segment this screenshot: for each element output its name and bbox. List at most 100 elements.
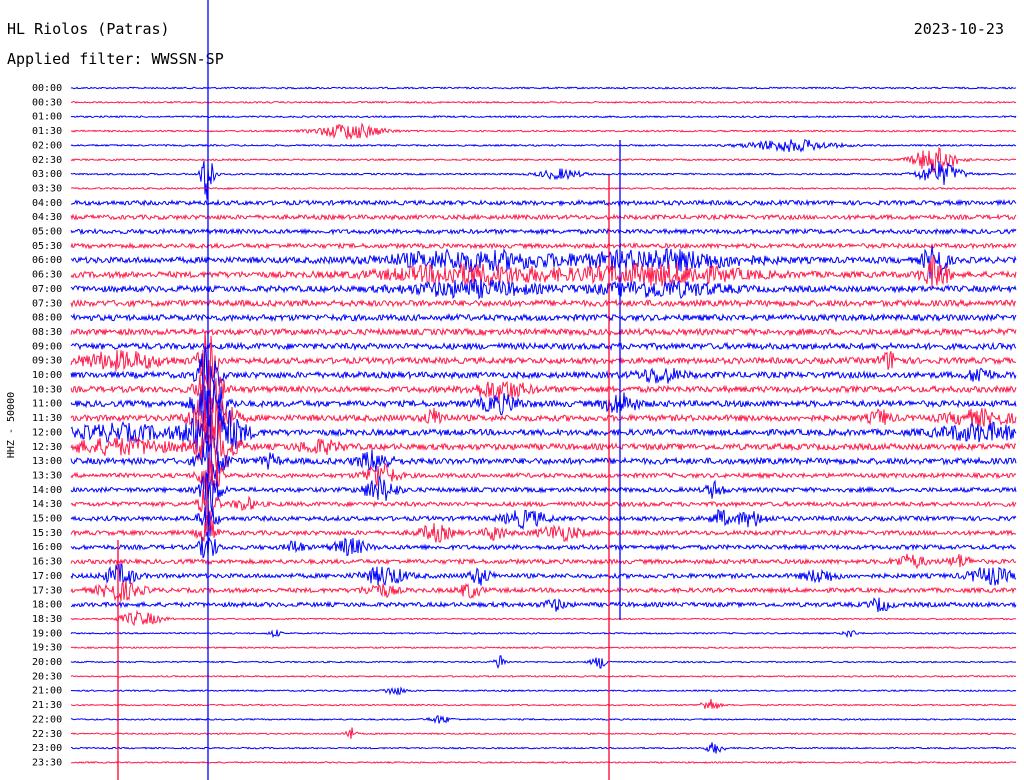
trace-line xyxy=(70,326,1017,337)
trace-line xyxy=(70,506,1017,539)
time-label: 04:00 xyxy=(32,198,62,209)
filter-label: Applied filter: WWSSN-SP xyxy=(7,50,224,68)
trace-line xyxy=(70,646,1017,650)
time-label: 03:00 xyxy=(32,169,62,180)
time-label: 20:00 xyxy=(32,657,62,668)
trace-line xyxy=(70,472,1017,513)
trace-line xyxy=(70,241,1017,250)
trace-line xyxy=(70,563,1017,586)
trace-line xyxy=(70,186,1017,191)
time-label: 22:30 xyxy=(32,729,62,740)
time-label: 10:00 xyxy=(32,370,62,381)
time-label: 11:00 xyxy=(32,399,62,410)
plot-date: 2023-10-23 xyxy=(913,20,1004,38)
trace-line xyxy=(70,440,1017,486)
time-label: 09:30 xyxy=(32,356,62,367)
time-label: 15:30 xyxy=(32,528,62,539)
time-label: 07:00 xyxy=(32,284,62,295)
time-label: 19:30 xyxy=(32,643,62,654)
trace-line xyxy=(70,138,1017,153)
time-label: 05:30 xyxy=(32,241,62,252)
trace-line xyxy=(70,674,1017,678)
trace-line xyxy=(70,727,1017,739)
time-label: 02:00 xyxy=(32,140,62,151)
trace-line xyxy=(70,146,1017,173)
time-label: 08:00 xyxy=(32,313,62,324)
trace-line xyxy=(70,213,1017,222)
trace-line xyxy=(70,580,1017,602)
time-label: 14:00 xyxy=(32,485,62,496)
time-label: 23:00 xyxy=(32,743,62,754)
trace-line xyxy=(70,597,1017,613)
trace-group xyxy=(70,86,1017,764)
time-label: 15:00 xyxy=(32,514,62,525)
time-label: 12:00 xyxy=(32,427,62,438)
trace-line xyxy=(70,160,1017,200)
time-label: 01:30 xyxy=(32,126,62,137)
trace-line xyxy=(70,246,1017,279)
channel-label: HHZ - 50000 xyxy=(6,392,17,458)
time-label: 05:00 xyxy=(32,227,62,238)
time-label: 19:00 xyxy=(32,628,62,639)
time-label: 10:30 xyxy=(32,384,62,395)
trace-line xyxy=(70,115,1017,119)
trace-line xyxy=(70,298,1017,309)
trace-line xyxy=(70,341,1017,352)
time-label: 16:00 xyxy=(32,542,62,553)
time-label: 13:30 xyxy=(32,470,62,481)
trace-line xyxy=(70,331,1017,393)
trace-line xyxy=(70,760,1017,764)
trace-line xyxy=(70,312,1017,323)
trace-line xyxy=(70,405,1017,456)
time-label: 21:30 xyxy=(32,700,62,711)
time-label: 00:00 xyxy=(32,83,62,94)
trace-line xyxy=(70,380,1017,431)
time-label: 16:30 xyxy=(32,557,62,568)
trace-line xyxy=(70,698,1017,710)
trace-line xyxy=(70,227,1017,236)
time-label: 14:30 xyxy=(32,499,62,510)
time-label: 21:00 xyxy=(32,686,62,697)
time-label: 04:30 xyxy=(32,212,62,223)
time-label: 22:00 xyxy=(32,714,62,725)
time-label: 12:30 xyxy=(32,442,62,453)
trace-line xyxy=(70,423,1017,474)
time-labels: 00:00 00:30 01:00 01:30 02:00 02:30 03:00 03:30… xyxy=(32,83,62,768)
time-label: 18:00 xyxy=(32,600,62,611)
time-label: 06:30 xyxy=(32,270,62,281)
time-label: 09:00 xyxy=(32,341,62,352)
trace-line xyxy=(70,86,1017,90)
trace-line xyxy=(70,537,1017,559)
time-label: 18:30 xyxy=(32,614,62,625)
trace-line xyxy=(70,255,1017,289)
trace-line xyxy=(70,714,1016,724)
time-label: 20:30 xyxy=(32,671,62,682)
trace-line xyxy=(70,629,1017,639)
time-label: 03:30 xyxy=(32,183,62,194)
time-label: 17:00 xyxy=(32,571,62,582)
trace-line xyxy=(70,686,1017,696)
time-label: 11:30 xyxy=(32,413,62,424)
trace-line xyxy=(70,374,1017,413)
time-label: 06:00 xyxy=(32,255,62,266)
time-label: 13:00 xyxy=(32,456,62,467)
time-label: 00:30 xyxy=(32,97,62,108)
time-label: 08:30 xyxy=(32,327,62,338)
trace-line xyxy=(70,553,1017,570)
trace-line xyxy=(70,482,1017,523)
trace-line xyxy=(70,100,1017,104)
trace-line xyxy=(70,457,1017,495)
time-label: 01:00 xyxy=(32,112,62,123)
time-label: 17:30 xyxy=(32,585,62,596)
trace-line xyxy=(70,609,1017,627)
trace-line xyxy=(70,277,1017,300)
trace-line xyxy=(70,198,1017,207)
trace-line xyxy=(70,122,1017,141)
trace-line xyxy=(70,515,1017,543)
trace-line xyxy=(70,742,1017,754)
trace-line xyxy=(70,346,1017,404)
station-title: HL Riolos (Patras) xyxy=(7,20,170,38)
marker-lines xyxy=(117,0,621,780)
trace-line xyxy=(70,655,1017,669)
